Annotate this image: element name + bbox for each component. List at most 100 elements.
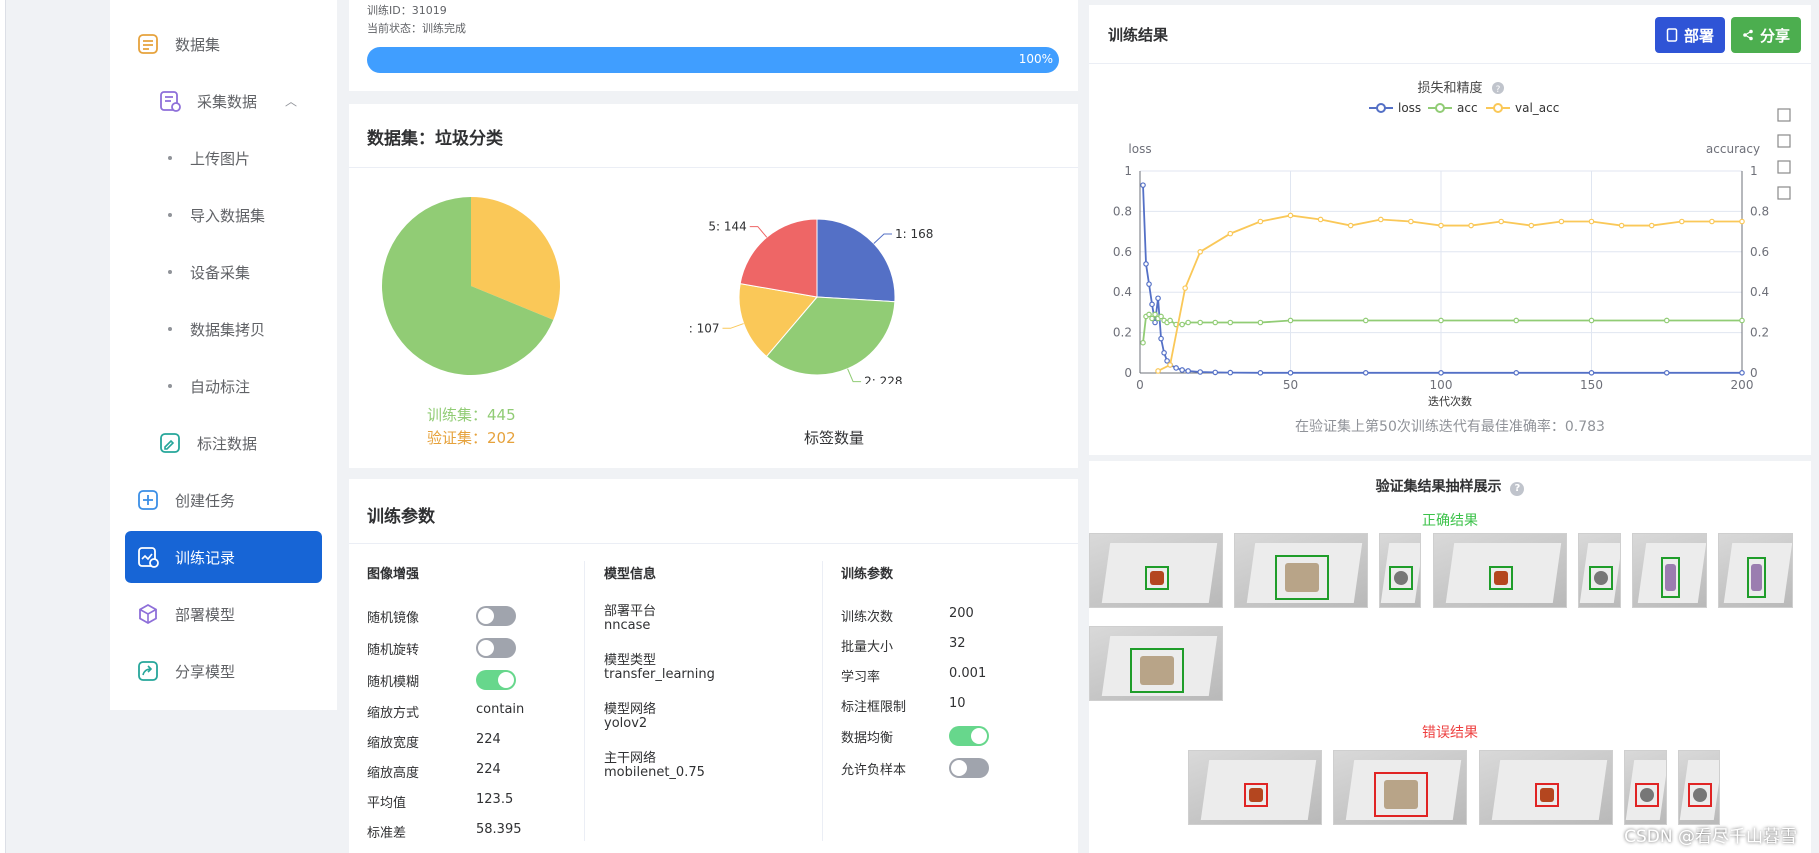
pie-label-text: 4: 107 [689, 321, 719, 335]
pie-label-text: 1: 168 [895, 227, 933, 241]
sample-image[interactable] [1379, 533, 1421, 608]
sidebar-item-annotate[interactable]: 标注数据 [157, 417, 327, 469]
sample-image[interactable] [1624, 750, 1667, 825]
samples-card: 验证集结果抽样展示 ? 正确结果 错误结果 CSDN @看尽千山暮雪 [1089, 461, 1811, 853]
sidebar-item-label: 自动标注 [190, 377, 251, 396]
y-tick-left: 0.6 [1113, 245, 1132, 259]
series-val_acc-point [1678, 218, 1685, 225]
legend-acc[interactable]: acc [1457, 101, 1478, 115]
sample-image[interactable] [1578, 533, 1621, 608]
param-label: 随机镜像 [367, 611, 420, 626]
progress-bar: 100% [367, 47, 1059, 73]
series-val_acc-point [1648, 222, 1655, 229]
restore-zoom-icon[interactable] [1777, 160, 1791, 174]
sidebar-item-share[interactable]: 分享模型 [135, 645, 325, 697]
y-axis-left-label: loss [1128, 142, 1151, 156]
legend-loss[interactable]: loss [1398, 101, 1421, 115]
negative-sample-toggle[interactable] [949, 758, 989, 778]
sidebar-item-dataset[interactable]: 数据集 [135, 18, 325, 70]
sidebar-item-label: 部署模型 [175, 605, 236, 624]
sidebar-item-import[interactable]: 导入数据集 [168, 189, 318, 241]
deploy-button[interactable]: 部署 [1655, 17, 1725, 53]
balance-toggle[interactable] [949, 726, 989, 746]
model-title: 模型信息 [604, 567, 657, 582]
series-loss-point [1663, 369, 1670, 376]
help-icon[interactable]: ? [1510, 482, 1525, 496]
sample-image[interactable] [1089, 626, 1223, 701]
param-label: 模型网络 [604, 702, 657, 717]
sidebar-item-train-records[interactable]: 训练记录 [125, 531, 322, 583]
zoom-icon[interactable] [1777, 134, 1791, 148]
param-label: 平均值 [367, 796, 407, 811]
series-val_acc-point [1182, 285, 1188, 291]
sidebar-item-collect[interactable]: 采集数据 ︿ [157, 75, 327, 127]
param-value: 32 [949, 636, 966, 651]
series-val_acc-point [1317, 216, 1324, 223]
pie-slice-val [471, 197, 560, 320]
object-shape [1139, 656, 1175, 685]
sample-image[interactable] [1479, 750, 1613, 825]
series-loss-point [1140, 182, 1146, 188]
help-icon[interactable] [1492, 82, 1504, 94]
legend-marker [1493, 103, 1503, 113]
series-loss-point [1161, 349, 1167, 356]
aug-title: 图像增强 [367, 567, 420, 582]
series-loss-point [1197, 369, 1204, 375]
series-acc-point [1197, 319, 1204, 326]
sample-image[interactable] [1188, 750, 1322, 825]
series-val_acc-point [1588, 218, 1595, 225]
series-val_acc-point [1227, 230, 1234, 237]
rotate-toggle[interactable] [476, 638, 516, 658]
param-value: nncase [604, 618, 651, 633]
samples-title-wrap: 验证集结果抽样展示 ? [1089, 476, 1811, 496]
sample-image[interactable] [1333, 750, 1467, 825]
mirror-toggle[interactable] [476, 606, 516, 626]
legend-val_acc[interactable]: val_acc [1515, 101, 1559, 115]
pie-slice-label [816, 218, 896, 303]
sidebar-item-create-task[interactable]: 创建任务 [135, 474, 325, 526]
series-acc-point [1257, 319, 1264, 326]
share-button[interactable]: 分享 [1731, 17, 1801, 53]
chevron-up-icon[interactable]: ︿ [284, 94, 297, 109]
bullet-icon [168, 156, 172, 160]
series-val_acc-point [1408, 218, 1414, 225]
sample-image[interactable] [1234, 533, 1368, 608]
object-shape [1394, 570, 1408, 585]
sidebar-item-device[interactable]: 设备采集 [168, 246, 318, 298]
train-id: 训练ID：31019 [367, 4, 447, 17]
best-accuracy-text: 在验证集上第50次训练迭代有最佳准确率：0.783 [1295, 419, 1605, 435]
object-shape [1494, 570, 1508, 585]
sidebar-item-autolabel[interactable]: 自动标注 [168, 360, 318, 412]
sidebar-item-upload[interactable]: 上传图片 [168, 132, 318, 184]
series-acc-point [1179, 321, 1185, 328]
sidebar-item-deploy[interactable]: 部署模型 [135, 588, 325, 640]
dataset-card: 数据集：垃圾分类 训练集：445 验证集：202 1: 168 2: 228 4: … [349, 104, 1078, 468]
series-acc-point [1212, 319, 1219, 326]
blur-toggle[interactable] [476, 670, 516, 690]
series-loss-point [1438, 369, 1444, 376]
y-tick-left: 0.8 [1113, 204, 1132, 218]
detection-box [1244, 782, 1268, 807]
label-chart-caption: 标签数量 [804, 429, 865, 447]
sample-image[interactable] [1632, 533, 1707, 608]
series-loss-point [1588, 369, 1595, 376]
sample-image[interactable] [1718, 533, 1793, 608]
left-edge [0, 0, 6, 853]
train-count-label: 训练集：445 [427, 406, 516, 424]
object-shape [1665, 564, 1676, 591]
sidebar-item-label: 设备采集 [190, 263, 251, 282]
train-info-card: 训练ID：31019 当前状态：训练完成 100% [349, 0, 1078, 91]
sample-image[interactable] [1433, 533, 1567, 608]
sample-image[interactable] [1089, 533, 1223, 608]
param-label: 标注框限制 [841, 700, 907, 715]
sidebar-item-copy[interactable]: 数据集拷贝 [168, 303, 318, 355]
detection-box [1588, 565, 1613, 590]
series-val_acc-point [1287, 212, 1294, 219]
series-loss-point [1158, 335, 1164, 342]
refresh-icon[interactable] [1777, 186, 1791, 200]
sample-image[interactable] [1678, 750, 1720, 825]
detection-box [1489, 565, 1513, 590]
download-icon[interactable] [1777, 108, 1791, 122]
detection-box [1535, 782, 1559, 807]
series-val_acc-point [1197, 249, 1204, 255]
